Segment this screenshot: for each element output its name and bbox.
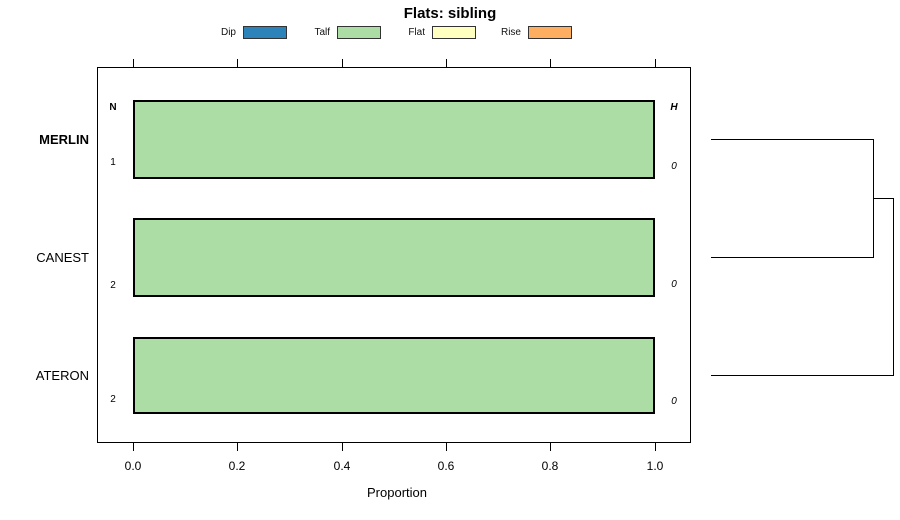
- top-tick-0.6: [446, 59, 447, 67]
- dendrogram-branch-ateron: [711, 375, 894, 376]
- h-value-merlin: 0: [671, 161, 677, 172]
- top-tick-0.2: [237, 59, 238, 67]
- row-label-ateron: ATERON: [35, 368, 89, 383]
- dendrogram-branch-canest: [711, 257, 874, 258]
- bottom-tick-0.6: [446, 443, 447, 451]
- x-tick-label: 0.0: [124, 459, 142, 473]
- bar-canest: [133, 218, 655, 297]
- legend-swatch-flat: [432, 26, 476, 39]
- legend-swatch-talf: [337, 26, 381, 39]
- h-value-canest: 0: [671, 279, 677, 290]
- bar-merlin: [133, 100, 655, 179]
- dendrogram-connector: [873, 198, 894, 199]
- row-label-merlin: MERLIN: [39, 132, 89, 147]
- dendrogram-branch-merlin: [711, 139, 874, 140]
- x-tick-label: 1.0: [646, 459, 664, 473]
- legend-item-flat: Flat: [389, 25, 476, 40]
- top-tick-0.0: [133, 59, 134, 67]
- legend-label-rise: Rise: [500, 27, 521, 38]
- n-value-merlin: 1: [110, 157, 116, 168]
- x-axis-label: Proportion: [367, 485, 427, 500]
- legend-label-dip: Dip: [220, 27, 236, 38]
- n-column-header: N: [109, 102, 117, 113]
- legend-label-talf: Talf: [314, 27, 330, 38]
- x-tick-label: 0.6: [437, 459, 455, 473]
- n-value-canest: 2: [110, 280, 116, 291]
- x-tick-label: 0.2: [228, 459, 246, 473]
- legend-item-talf: Talf: [294, 25, 381, 40]
- top-tick-0.8: [550, 59, 551, 67]
- h-column-header: H: [670, 102, 678, 113]
- legend-swatch-rise: [528, 26, 572, 39]
- bottom-tick-0.4: [342, 443, 343, 451]
- bottom-tick-0.8: [550, 443, 551, 451]
- plot-frame: [97, 67, 691, 443]
- row-label-canest: CANEST: [36, 250, 89, 265]
- bar-ateron: [133, 337, 655, 414]
- n-value-ateron: 2: [110, 394, 116, 405]
- bottom-tick-1.0: [655, 443, 656, 451]
- legend-item-rise: Rise: [485, 25, 572, 40]
- x-tick-label: 0.8: [541, 459, 559, 473]
- bottom-tick-0.0: [133, 443, 134, 451]
- plot-title: Flats: sibling: [403, 5, 497, 22]
- bottom-tick-0.2: [237, 443, 238, 451]
- h-value-ateron: 0: [671, 396, 677, 407]
- top-tick-0.4: [342, 59, 343, 67]
- dendrogram-join-root: [893, 198, 894, 376]
- legend-item-dip: Dip: [200, 25, 287, 40]
- x-tick-label: 0.4: [333, 459, 351, 473]
- top-tick-1.0: [655, 59, 656, 67]
- legend-label-flat: Flat: [408, 27, 425, 38]
- legend-swatch-dip: [243, 26, 287, 39]
